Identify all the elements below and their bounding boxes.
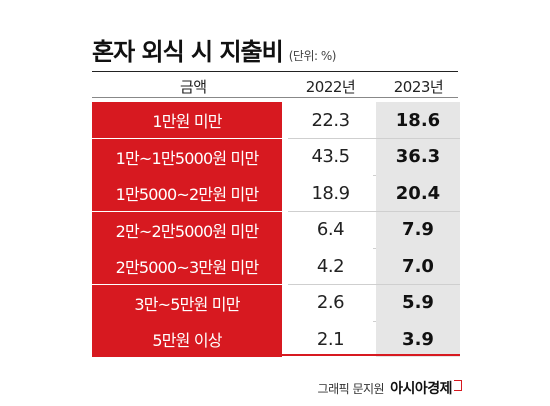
credit-text: 그래픽 문지원	[317, 381, 385, 396]
value-2023: 20.4	[376, 175, 460, 211]
table-row: 5만원 이상 2.1 3.9	[92, 321, 460, 357]
credit: 그래픽 문지원 아시아경제	[318, 378, 462, 398]
value-2023: 5.9	[376, 284, 460, 321]
value-2023: 18.6	[376, 102, 460, 138]
unit-label: (단위: %)	[288, 49, 337, 63]
value-2022: 22.3	[288, 102, 373, 138]
table-row: 3만~5만원 미만 2.6 5.9	[92, 284, 460, 321]
category-label: 1만5000~2만원 미만	[92, 175, 282, 211]
value-2022: 4.2	[288, 248, 373, 284]
row-separator	[288, 284, 460, 285]
table-row: 1만원 미만 22.3 18.6	[92, 102, 460, 138]
value-2022: 6.4	[288, 211, 373, 248]
row-separator	[288, 247, 460, 249]
category-label: 5만원 이상	[92, 321, 282, 357]
row-separator	[288, 320, 460, 322]
category-label: 2만~2만5000원 미만	[92, 211, 282, 248]
header-divider	[92, 97, 458, 98]
value-2023: 3.9	[376, 321, 460, 357]
value-2022: 18.9	[288, 175, 373, 211]
brand-logo: 아시아경제	[390, 381, 452, 397]
row-separator	[288, 138, 460, 139]
bottom-divider	[92, 354, 460, 356]
category-label: 2만5000~3만원 미만	[92, 248, 282, 284]
title-divider	[92, 71, 458, 72]
value-2022: 43.5	[288, 138, 373, 175]
value-2022: 2.1	[288, 321, 373, 357]
value-2022: 2.6	[288, 284, 373, 321]
brand-mark-icon	[454, 379, 462, 391]
table-row: 1만~1만5000원 미만 43.5 36.3	[92, 138, 460, 175]
category-label: 3만~5만원 미만	[92, 284, 282, 321]
header-category: 금액	[180, 78, 207, 96]
title-block: 혼자 외식 시 지출비 (단위: %)	[92, 32, 336, 66]
row-separator	[288, 211, 460, 212]
header-year-2022: 2022년	[305, 78, 356, 96]
header-year-2023: 2023년	[393, 78, 444, 96]
table-row: 2만5000~3만원 미만 4.2 7.0	[92, 248, 460, 284]
value-2023: 7.9	[376, 211, 460, 248]
category-label: 1만~1만5000원 미만	[92, 138, 282, 175]
table-row: 2만~2만5000원 미만 6.4 7.9	[92, 211, 460, 248]
value-2023: 36.3	[376, 138, 460, 175]
category-label: 1만원 미만	[92, 102, 282, 138]
value-2023: 7.0	[376, 248, 460, 284]
table-row: 1만5000~2만원 미만 18.9 20.4	[92, 175, 460, 211]
chart-title: 혼자 외식 시 지출비	[92, 38, 284, 66]
row-separator	[288, 174, 460, 176]
